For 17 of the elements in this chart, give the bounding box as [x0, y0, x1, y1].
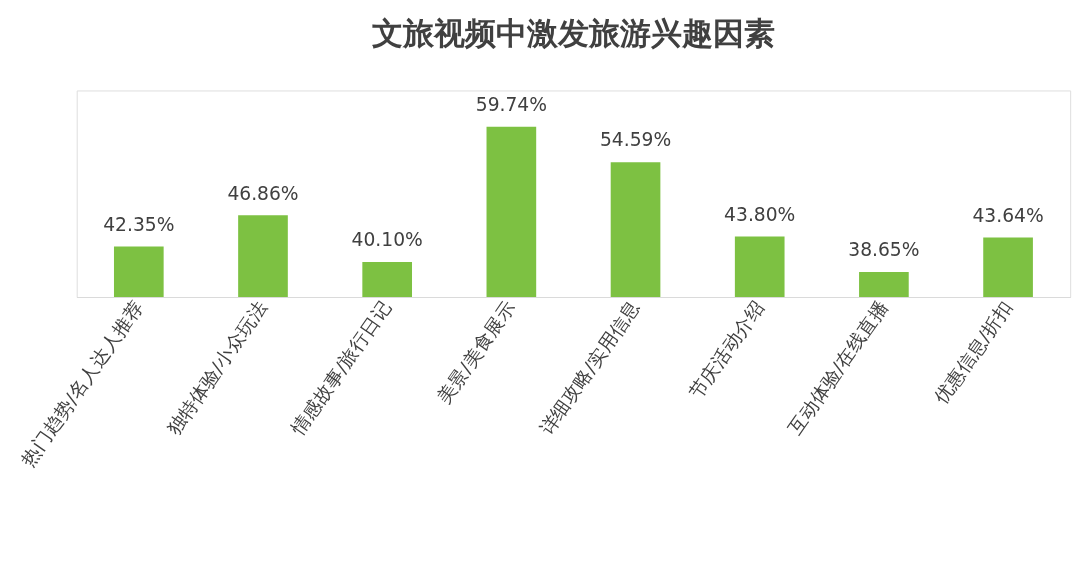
data-label: 43.80%	[724, 203, 796, 225]
x-tick-label: 优惠信息/折扣	[929, 297, 1017, 408]
x-tick-label: 节庆活动介绍	[685, 297, 768, 403]
data-label: 38.65%	[848, 239, 920, 261]
x-tick-label: 互动体验/在线直播	[784, 297, 892, 439]
x-tick-label: 详细攻略/实用信息	[535, 297, 644, 439]
x-tick-label: 独特体验/小众玩法	[163, 297, 272, 439]
x-tick-label: 情感故事/旅行日记	[286, 297, 396, 440]
data-label: 42.35%	[103, 213, 175, 235]
data-label: 54.59%	[599, 129, 672, 151]
data-label: 43.64%	[972, 204, 1044, 226]
data-label: 40.10%	[351, 229, 423, 251]
data-label: 59.74%	[475, 93, 547, 115]
x-tick-label: 美景/美食展示	[433, 297, 520, 408]
x-tick-label: 热门趋势/名人达人推荐	[17, 297, 147, 470]
data-label: 46.86%	[227, 182, 299, 204]
chart-title: 文旅视频中激发旅游兴趣因素	[371, 14, 775, 52]
